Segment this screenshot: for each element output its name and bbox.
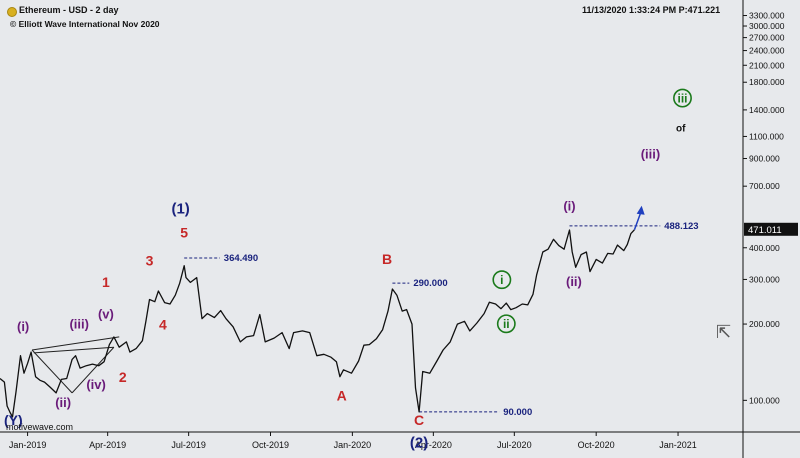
x-tick-label: Apr-2019	[89, 440, 126, 450]
y-tick-label: 100.000	[749, 395, 780, 405]
wave-label: (1)	[171, 201, 189, 218]
wave-label-circle	[673, 88, 692, 108]
y-tick-label: 400.000	[749, 243, 780, 253]
y-tick-label: 3000.000	[749, 21, 785, 31]
y-tick-label: 3300.000	[749, 11, 785, 21]
x-tick-label: Oct-2020	[578, 440, 615, 450]
wave-label: 1	[102, 274, 110, 290]
projection-arrow-head	[636, 205, 645, 215]
y-tick-label: 1100.000	[749, 131, 784, 141]
wave-label: i	[500, 273, 503, 287]
last-price-marker	[744, 222, 798, 236]
x-tick-label: Jul-2019	[171, 440, 206, 450]
chart-title: Ethereum - USD - 2 day	[19, 5, 119, 15]
x-tick-label: Jul-2020	[497, 440, 532, 450]
timestamp-price-readout: 11/13/2020 1:33:24 PM P:471.221	[582, 5, 721, 15]
wave-label: ii	[503, 317, 510, 331]
x-tick-label: Jan-2020	[334, 440, 372, 450]
wave-label: 5	[180, 224, 188, 240]
x-tick-label: Jan-2019	[9, 440, 47, 450]
wave-label: C	[414, 412, 424, 428]
reference-label: 488.123	[664, 221, 698, 232]
wave-label: (Y)	[4, 412, 23, 428]
wave-label: 4	[159, 317, 167, 333]
wave-label: (iii)	[69, 317, 89, 332]
y-tick-label: 1400.000	[749, 105, 785, 115]
last-price-label: 471.011	[748, 225, 782, 236]
y-tick-label: 300.000	[749, 274, 780, 284]
wave-label: B	[382, 251, 392, 267]
wave-label: 3	[146, 253, 154, 269]
y-tick-label: 2700.000	[749, 33, 785, 43]
wave-label: (ii)	[566, 274, 582, 289]
wave-label: (iii)	[641, 147, 661, 162]
wave-label: (2)	[410, 435, 428, 452]
reference-label: 290.000	[413, 278, 447, 289]
triangle-line	[71, 346, 115, 394]
wave-label: (v)	[98, 307, 114, 322]
triangle-line	[31, 349, 73, 394]
reference-label: 90.000	[503, 407, 532, 418]
wave-label: (i)	[17, 319, 29, 334]
wave-label: of	[676, 124, 686, 135]
y-tick-label: 900.000	[749, 154, 780, 164]
wave-label: A	[337, 387, 347, 403]
y-tick-label: 2400.000	[749, 46, 785, 56]
wave-label-circle	[496, 314, 516, 334]
x-tick-label: Apr-2020	[415, 440, 452, 450]
x-tick-label: Oct-2019	[252, 440, 289, 450]
price-series-line	[0, 229, 635, 418]
y-tick-label: 2100.000	[749, 60, 785, 70]
projection-arrow-shaft	[633, 212, 642, 231]
symbol-status-dot	[7, 7, 17, 17]
plot-area	[0, 0, 743, 432]
mouse-cursor-icon: ⇱	[716, 322, 732, 342]
y-tick-label: 700.000	[749, 181, 780, 191]
wave-label: 2	[119, 369, 127, 385]
copyright-note: © Elliott Wave International Nov 2020	[10, 19, 160, 29]
y-tick-label: 200.000	[749, 319, 780, 329]
wave-label: iii	[677, 91, 687, 105]
triangle-line	[31, 336, 120, 351]
wave-label: (i)	[563, 199, 575, 214]
watermark: motivewave.com	[6, 422, 74, 432]
triangle-line	[33, 346, 114, 354]
wave-label: (iv)	[86, 377, 106, 392]
wave-label: (ii)	[55, 395, 71, 410]
y-tick-label: 1800.000	[749, 77, 785, 87]
x-tick-label: Jan-2021	[659, 440, 697, 450]
reference-label: 364.490	[224, 253, 258, 264]
wave-label-circle	[492, 270, 512, 290]
